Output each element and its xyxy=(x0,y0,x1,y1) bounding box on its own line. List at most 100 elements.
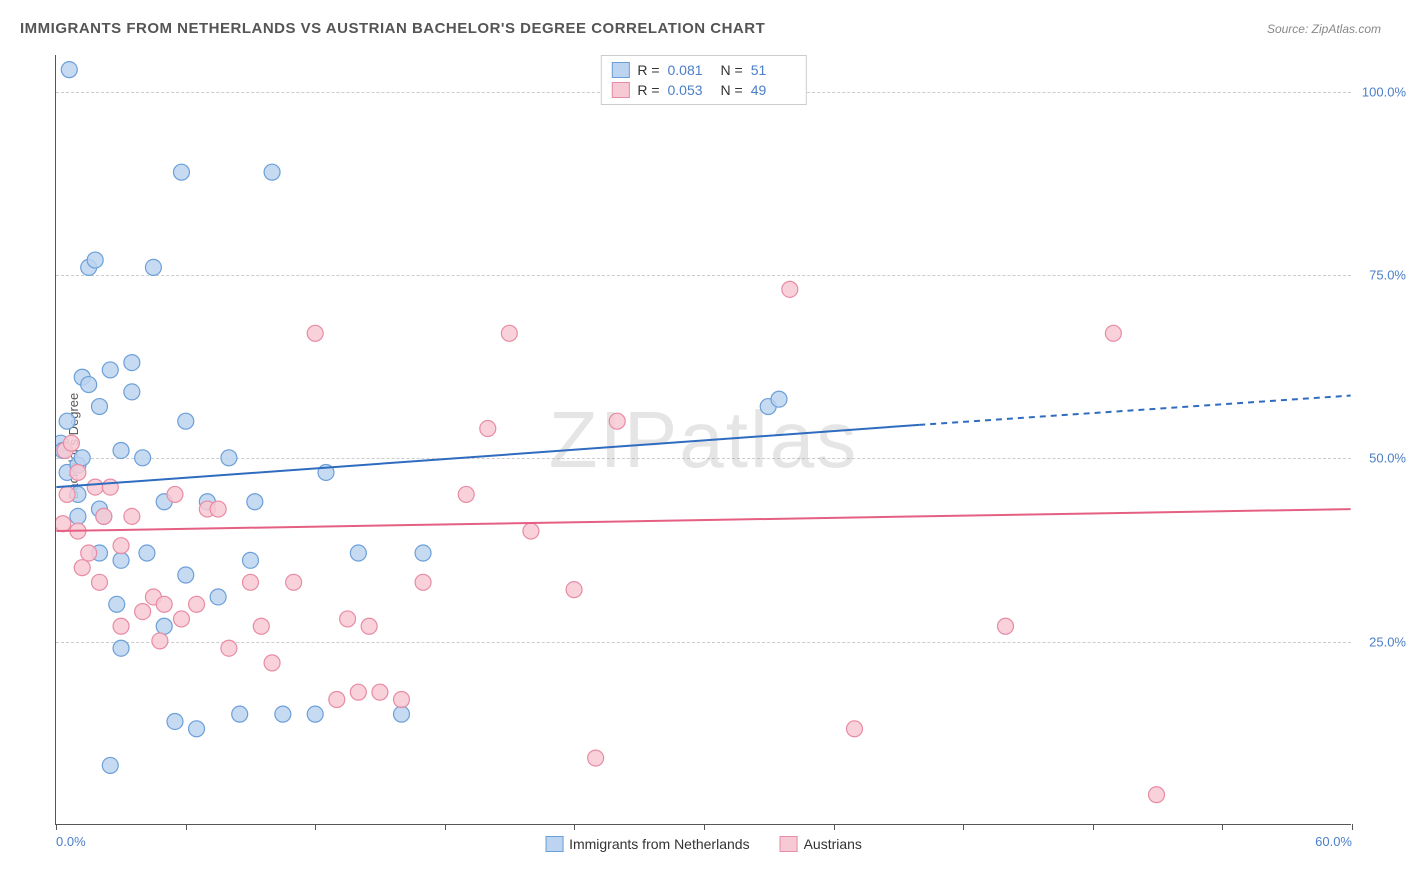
scatter-point xyxy=(782,281,798,297)
xtick xyxy=(315,824,316,830)
scatter-point xyxy=(178,413,194,429)
scatter-point xyxy=(458,486,474,502)
scatter-point xyxy=(74,450,90,466)
xtick xyxy=(1093,824,1094,830)
chart-svg xyxy=(56,55,1351,824)
xtick-label: 60.0% xyxy=(1315,834,1352,849)
scatter-point xyxy=(59,486,75,502)
legend-N-value-0: 51 xyxy=(751,62,796,78)
xtick xyxy=(574,824,575,830)
scatter-point xyxy=(210,589,226,605)
scatter-point xyxy=(275,706,291,722)
scatter-point xyxy=(81,545,97,561)
scatter-point xyxy=(340,611,356,627)
scatter-point xyxy=(998,618,1014,634)
scatter-point xyxy=(588,750,604,766)
xtick xyxy=(963,824,964,830)
xtick xyxy=(704,824,705,830)
xlegend-item-1: Austrians xyxy=(780,836,862,852)
scatter-point xyxy=(264,164,280,180)
ytick-label: 50.0% xyxy=(1356,451,1406,466)
scatter-point xyxy=(253,618,269,634)
scatter-point xyxy=(847,721,863,737)
legend-N-label: N = xyxy=(721,82,743,98)
scatter-point xyxy=(156,596,172,612)
legend-swatch-0 xyxy=(611,62,629,78)
ytick-label: 75.0% xyxy=(1356,268,1406,283)
scatter-point xyxy=(96,508,112,524)
legend-row-series-1: R = 0.053 N = 49 xyxy=(611,80,795,100)
scatter-point xyxy=(152,633,168,649)
scatter-point xyxy=(523,523,539,539)
scatter-point xyxy=(61,62,77,78)
legend-R-value-0: 0.081 xyxy=(668,62,713,78)
scatter-point xyxy=(113,618,129,634)
scatter-point xyxy=(286,574,302,590)
scatter-point xyxy=(135,450,151,466)
scatter-point xyxy=(221,640,237,656)
scatter-point xyxy=(480,421,496,437)
scatter-point xyxy=(70,464,86,480)
scatter-point xyxy=(102,479,118,495)
scatter-point xyxy=(135,604,151,620)
legend-row-series-0: R = 0.081 N = 51 xyxy=(611,60,795,80)
scatter-point xyxy=(113,538,129,554)
scatter-point xyxy=(566,582,582,598)
correlation-legend: R = 0.081 N = 51 R = 0.053 N = 49 xyxy=(600,55,806,105)
scatter-point xyxy=(329,692,345,708)
scatter-point xyxy=(91,399,107,415)
scatter-point xyxy=(221,450,237,466)
scatter-point xyxy=(91,574,107,590)
scatter-point xyxy=(247,494,263,510)
scatter-point xyxy=(350,684,366,700)
scatter-point xyxy=(242,574,258,590)
scatter-point xyxy=(307,325,323,341)
xlegend-label-1: Austrians xyxy=(804,836,862,852)
xtick xyxy=(56,824,57,830)
scatter-point xyxy=(102,757,118,773)
scatter-point xyxy=(70,508,86,524)
chart-title: IMMIGRANTS FROM NETHERLANDS VS AUSTRIAN … xyxy=(20,20,765,37)
scatter-point xyxy=(394,706,410,722)
scatter-point xyxy=(167,486,183,502)
xlegend-label-0: Immigrants from Netherlands xyxy=(569,836,750,852)
scatter-point xyxy=(178,567,194,583)
scatter-point xyxy=(81,377,97,393)
trend-line xyxy=(56,509,1350,531)
scatter-point xyxy=(232,706,248,722)
legend-R-label: R = xyxy=(637,82,659,98)
scatter-point xyxy=(501,325,517,341)
scatter-point xyxy=(145,259,161,275)
scatter-point xyxy=(1105,325,1121,341)
legend-swatch-1 xyxy=(611,82,629,98)
scatter-point xyxy=(102,362,118,378)
scatter-point xyxy=(139,545,155,561)
xlegend-swatch-1 xyxy=(780,836,798,852)
xtick xyxy=(186,824,187,830)
scatter-point xyxy=(113,552,129,568)
scatter-point xyxy=(109,596,125,612)
scatter-point xyxy=(242,552,258,568)
scatter-point xyxy=(1149,787,1165,803)
xlegend-swatch-0 xyxy=(545,836,563,852)
scatter-point xyxy=(59,413,75,429)
ytick-label: 100.0% xyxy=(1356,84,1406,99)
scatter-point xyxy=(415,574,431,590)
scatter-point xyxy=(74,560,90,576)
scatter-point xyxy=(394,692,410,708)
ytick-label: 25.0% xyxy=(1356,634,1406,649)
scatter-point xyxy=(210,501,226,517)
scatter-point xyxy=(124,355,140,371)
xtick-label: 0.0% xyxy=(56,834,86,849)
scatter-point xyxy=(113,640,129,656)
legend-N-value-1: 49 xyxy=(751,82,796,98)
xtick xyxy=(445,824,446,830)
trend-line-dashed xyxy=(919,396,1350,425)
xtick xyxy=(1222,824,1223,830)
scatter-point xyxy=(167,713,183,729)
scatter-point xyxy=(124,508,140,524)
scatter-point xyxy=(350,545,366,561)
xtick xyxy=(1352,824,1353,830)
scatter-point xyxy=(156,618,172,634)
scatter-point xyxy=(609,413,625,429)
